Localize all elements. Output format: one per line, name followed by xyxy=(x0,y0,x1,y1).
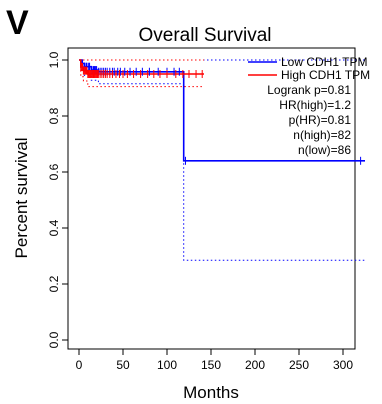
x-tick-label-200: 200 xyxy=(245,358,265,372)
y-tick-label-3: 0.6 xyxy=(47,163,61,180)
annotation-logrank: Logrank p=0.81 xyxy=(267,83,351,97)
statistics-annotations: Logrank p=0.81 HR(high)=1.2 p(HR)=0.81 n… xyxy=(267,83,351,157)
panel-letter: V xyxy=(6,4,29,42)
legend: Low CDH1 TPM High CDH1 TPM xyxy=(248,55,370,82)
x-tick-label-300: 300 xyxy=(333,358,353,372)
censor-marks xyxy=(80,59,362,165)
annotation-p-hr: p(HR)=0.81 xyxy=(289,113,352,127)
y-tick-label-2: 0.4 xyxy=(47,219,61,236)
y-tick-label-4: 0.8 xyxy=(47,107,61,124)
y-axis-label: Percent survival xyxy=(12,138,31,259)
x-tick-label-100: 100 xyxy=(157,358,177,372)
chart-title: Overall Survival xyxy=(138,25,271,46)
annotation-n-high: n(high)=82 xyxy=(293,128,351,142)
y-tick-label-5: 1.0 xyxy=(47,51,61,68)
y-axis: 0.0 0.2 0.4 0.6 0.8 1.0 xyxy=(47,51,69,348)
y-tick-label-0: 0.0 xyxy=(47,331,61,348)
x-axis-label: Months xyxy=(183,383,239,402)
x-tick-label-0: 0 xyxy=(76,358,83,372)
x-tick-label-150: 150 xyxy=(201,358,221,372)
x-tick-label-250: 250 xyxy=(289,358,309,372)
annotation-hr: HR(high)=1.2 xyxy=(279,98,351,112)
x-tick-label-50: 50 xyxy=(116,358,130,372)
annotation-n-low: n(low)=86 xyxy=(298,143,351,157)
legend-label-low: Low CDH1 TPM xyxy=(281,55,367,69)
legend-label-high: High CDH1 TPM xyxy=(281,68,370,82)
x-axis: 0 50 100 150 200 250 300 xyxy=(68,348,355,372)
y-tick-label-1: 0.2 xyxy=(47,275,61,292)
